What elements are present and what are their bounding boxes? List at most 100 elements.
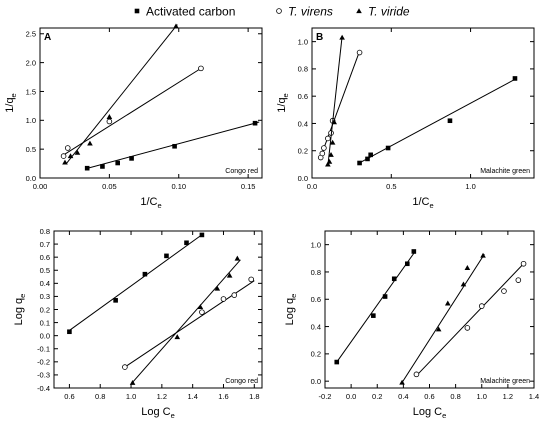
data-point <box>328 152 334 157</box>
legend-marker-2 <box>276 8 282 14</box>
fit-line <box>401 253 485 383</box>
x-tick-label: 0.00 <box>33 182 48 191</box>
series-3 <box>129 255 241 385</box>
series-1 <box>67 232 205 335</box>
series-1 <box>357 76 518 166</box>
data-point <box>197 304 204 309</box>
y-tick-label: 0.8 <box>40 227 50 236</box>
data-point <box>67 329 72 335</box>
legend-label-2: T. virens <box>288 5 333 19</box>
data-point <box>172 143 177 149</box>
data-point <box>512 76 518 81</box>
y-tick-label: -0.2 <box>37 358 50 367</box>
x-tick-label: 1.4 <box>529 392 539 401</box>
series-2 <box>317 49 363 161</box>
x-tick-label: 0.10 <box>171 182 186 191</box>
y-tick-label: 1.0 <box>311 240 321 249</box>
data-point <box>214 285 221 291</box>
y-tick-label: 2.5 <box>26 30 36 39</box>
data-point <box>248 276 255 283</box>
y-tick-label: 0.6 <box>298 92 308 101</box>
y-tick-label: 0.2 <box>40 305 50 314</box>
data-point <box>74 149 81 155</box>
dye-annotation: Congo red <box>225 378 258 385</box>
series-3 <box>325 34 345 167</box>
data-point <box>339 34 345 40</box>
x-tick-label: -0.2 <box>319 392 332 401</box>
data-point <box>478 303 485 309</box>
y-tick-label: 0.3 <box>40 292 50 301</box>
data-point <box>329 139 336 145</box>
y-tick-label: 0.6 <box>40 253 50 262</box>
panel-4: -0.2 0.0 0.2 0.4 0.6 0.8 1.0 1.2 1.4 0.0 0.2 0.4 0.6… <box>284 230 539 420</box>
y-tick-label: -0.3 <box>37 371 50 380</box>
y-tick-label: 0.6 <box>311 295 321 304</box>
y-axis-label: 1/qe <box>4 93 18 112</box>
y-tick-label: 0.0 <box>298 174 308 183</box>
series-3 <box>399 252 486 385</box>
x-axis-label: Log Ce <box>141 406 175 420</box>
fit-line <box>65 24 178 164</box>
fit-line <box>327 36 343 166</box>
y-tick-label: 1.0 <box>26 116 36 125</box>
data-point <box>62 159 68 165</box>
panel-label: A <box>44 32 51 43</box>
y-tick-label: 0.7 <box>40 240 50 249</box>
x-tick-label: 1.0 <box>465 182 475 191</box>
x-tick-label: 1.4 <box>187 392 197 401</box>
data-point <box>321 145 327 151</box>
data-point <box>106 118 113 125</box>
data-point <box>391 276 397 282</box>
data-point <box>365 156 370 162</box>
y-tick-label: 0.5 <box>40 266 50 275</box>
panel-2: 0.0 0.5 1.0 0.0 0.2 0.4 0.6 0.8 1.0 1/Ce 1/qe B Mala… <box>276 27 535 210</box>
x-tick-label: 1.8 <box>249 392 259 401</box>
y-tick-label: 0.8 <box>298 65 308 74</box>
data-point <box>334 359 340 365</box>
dye-annotation: Malachite green <box>480 378 530 385</box>
y-tick-label: 0.8 <box>311 268 321 277</box>
y-tick-label: 2.0 <box>26 58 36 67</box>
fit-line <box>357 78 517 165</box>
x-tick-label: 1.2 <box>503 392 513 401</box>
data-point <box>174 334 181 340</box>
y-tick-label: 0.0 <box>26 174 36 183</box>
plot-frame <box>39 27 263 179</box>
data-point <box>501 288 507 294</box>
y-tick-label: 0.4 <box>298 119 308 128</box>
data-point <box>234 255 241 261</box>
dye-annotation: Congo red <box>225 168 258 175</box>
x-tick-label: 1.2 <box>157 392 167 401</box>
data-point <box>106 114 113 119</box>
data-point <box>87 140 93 146</box>
data-point <box>319 150 326 157</box>
x-tick-label: 0.05 <box>102 182 117 191</box>
y-tick-label: 0.0 <box>40 331 50 340</box>
y-axis-label: Log qe <box>13 294 27 326</box>
data-point <box>460 281 467 287</box>
x-axis-label-sub: e <box>429 201 433 210</box>
x-tick-label: 0.8 <box>450 392 460 401</box>
x-tick-label: 0.6 <box>424 392 434 401</box>
data-point <box>129 379 136 385</box>
data-point <box>404 261 410 267</box>
data-point <box>356 49 363 56</box>
data-point <box>411 249 417 254</box>
y-tick-label: -0.1 <box>37 345 50 354</box>
y-tick-label: 0.0 <box>311 377 321 386</box>
dye-annotation: Malachite green <box>480 168 530 175</box>
series-1 <box>334 249 417 365</box>
x-tick-label: 0.0 <box>307 182 317 191</box>
fit-line <box>416 263 524 377</box>
fit-line <box>319 51 361 160</box>
x-axis-label: 1/Ce <box>412 196 433 210</box>
plot-frame <box>53 230 263 389</box>
y-tick-label: 0.4 <box>311 322 321 331</box>
data-point <box>173 23 179 29</box>
data-point <box>142 271 148 277</box>
series-3 <box>62 23 179 165</box>
legend-label-1: Activated carbon <box>146 5 235 19</box>
y-tick-label: 0.2 <box>311 350 321 359</box>
data-point <box>199 232 205 238</box>
